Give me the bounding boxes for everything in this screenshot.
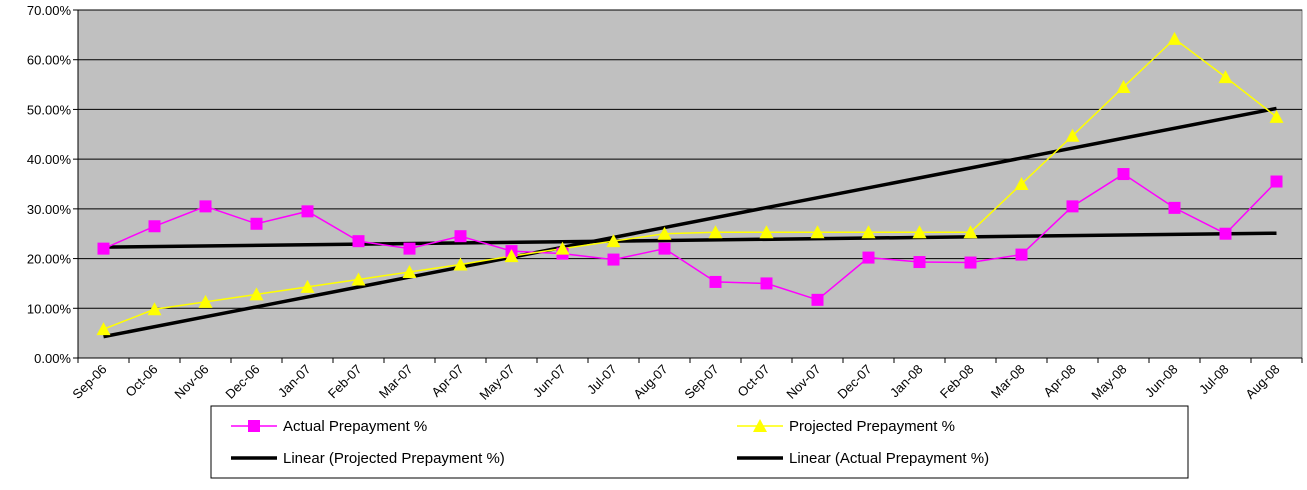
data-point-1 — [453, 257, 468, 271]
x-tick-label: Oct-06 — [122, 362, 160, 400]
data-point-1 — [1269, 109, 1284, 123]
data-point-1 — [861, 225, 876, 239]
series-line-0 — [103, 173, 1278, 301]
legend-marker-0 — [248, 420, 260, 432]
data-point-1 — [96, 322, 111, 336]
x-tick-label: Sep-06 — [69, 362, 109, 402]
data-series — [96, 31, 1284, 336]
data-point-1 — [708, 225, 723, 239]
data-point-1 — [198, 294, 213, 308]
y-tick-label: 50.00% — [27, 102, 72, 117]
data-point-1 — [810, 225, 825, 239]
y-tick-label: 60.00% — [27, 53, 72, 68]
data-point-0 — [1015, 248, 1028, 261]
legend-label-0: Actual Prepayment % — [283, 418, 427, 435]
x-tick-label: Jul-08 — [1196, 362, 1232, 398]
data-point-0 — [1117, 168, 1130, 181]
data-point-1 — [351, 272, 366, 286]
x-tick-label: Feb-08 — [937, 362, 977, 402]
series-line-1 — [103, 37, 1277, 330]
data-point-1 — [657, 226, 672, 240]
data-point-0 — [1066, 200, 1079, 213]
data-point-0 — [964, 256, 977, 269]
data-point-0 — [913, 256, 926, 269]
data-point-1 — [555, 241, 570, 255]
x-tick-label: Jun-08 — [1142, 362, 1181, 401]
data-point-1 — [1116, 80, 1131, 94]
x-tick-label: Nov-07 — [783, 362, 823, 402]
legend-label-1: Projected Prepayment % — [789, 418, 955, 435]
x-tick-label: Aug-08 — [1242, 362, 1282, 402]
data-point-1 — [1218, 70, 1233, 84]
data-point-1 — [504, 249, 519, 263]
gridlines — [73, 9, 1303, 363]
x-tick-label: Apr-07 — [428, 362, 466, 400]
data-point-0 — [1219, 227, 1232, 240]
data-point-1 — [963, 225, 978, 239]
data-point-0 — [709, 275, 722, 288]
y-tick-label: 0.00% — [34, 351, 71, 366]
data-point-0 — [1270, 175, 1283, 188]
data-point-0 — [352, 235, 365, 248]
x-tick-label: Dec-06 — [222, 362, 262, 402]
x-tick-label: Jul-07 — [584, 362, 620, 398]
trendline-3 — [103, 231, 1277, 249]
data-point-0 — [454, 230, 467, 243]
x-axis-ticks: Sep-06 Oct-06 Nov-06 Dec-06 Jan-07 Feb-07 Mar-… — [69, 362, 1282, 403]
x-tick-label: Jan-08 — [887, 362, 926, 401]
legend-marker-1 — [753, 419, 767, 432]
trendline-2 — [103, 106, 1277, 339]
legend-label-2: Linear (Projected Prepayment %) — [283, 450, 505, 467]
data-point-0 — [199, 200, 212, 213]
data-point-1 — [249, 287, 264, 301]
x-tick-label: Apr-08 — [1040, 362, 1078, 400]
legend-label-3: Linear (Actual Prepayment %) — [789, 450, 989, 467]
x-tick-label: May-08 — [1088, 362, 1129, 403]
legend-box — [210, 405, 1189, 479]
x-tick-label: Mar-08 — [988, 362, 1028, 402]
data-point-0 — [760, 277, 773, 290]
data-point-1 — [1167, 31, 1182, 45]
y-tick-label: 20.00% — [27, 252, 72, 267]
data-point-0 — [658, 242, 671, 255]
data-point-1 — [1065, 128, 1080, 142]
data-point-0 — [607, 253, 620, 266]
plot-background — [77, 9, 1303, 359]
data-point-1 — [402, 264, 417, 278]
x-tick-label: Nov-06 — [171, 362, 211, 402]
x-tick-label: Feb-07 — [325, 362, 365, 402]
x-tick-label: Jun-07 — [530, 362, 569, 401]
data-point-0 — [97, 242, 110, 255]
data-point-0 — [403, 242, 416, 255]
x-tick-label: Sep-07 — [681, 362, 721, 402]
y-tick-label: 70.00% — [27, 3, 72, 18]
x-tick-label: Dec-07 — [834, 362, 874, 402]
y-tick-label: 10.00% — [27, 301, 72, 316]
x-tick-label: May-07 — [476, 362, 517, 403]
data-point-1 — [759, 225, 774, 239]
data-point-0 — [811, 293, 824, 306]
data-point-0 — [301, 205, 314, 218]
x-tick-label: Jan-07 — [275, 362, 314, 401]
data-point-1 — [300, 279, 315, 293]
plot-area — [77, 9, 1303, 359]
data-point-1 — [1014, 177, 1029, 190]
y-axis-ticks: 0.00% 10.00% 20.00% 30.00% 40.00% 50.00% 60.00… — [27, 3, 72, 366]
x-tick-label: Aug-07 — [630, 362, 670, 402]
legend: Actual Prepayment % Projected Prepayment … — [210, 405, 1189, 479]
data-point-0 — [148, 220, 161, 233]
data-point-1 — [147, 302, 162, 316]
data-point-1 — [606, 234, 621, 248]
data-point-0 — [1168, 201, 1181, 214]
y-tick-label: 40.00% — [27, 152, 72, 167]
y-tick-label: 30.00% — [27, 202, 72, 217]
x-tick-label: Mar-07 — [376, 362, 416, 402]
data-point-1 — [912, 225, 927, 239]
x-tick-label: Oct-07 — [734, 362, 772, 400]
trendlines — [103, 106, 1277, 339]
data-point-0 — [862, 251, 875, 264]
data-point-0 — [250, 217, 263, 230]
